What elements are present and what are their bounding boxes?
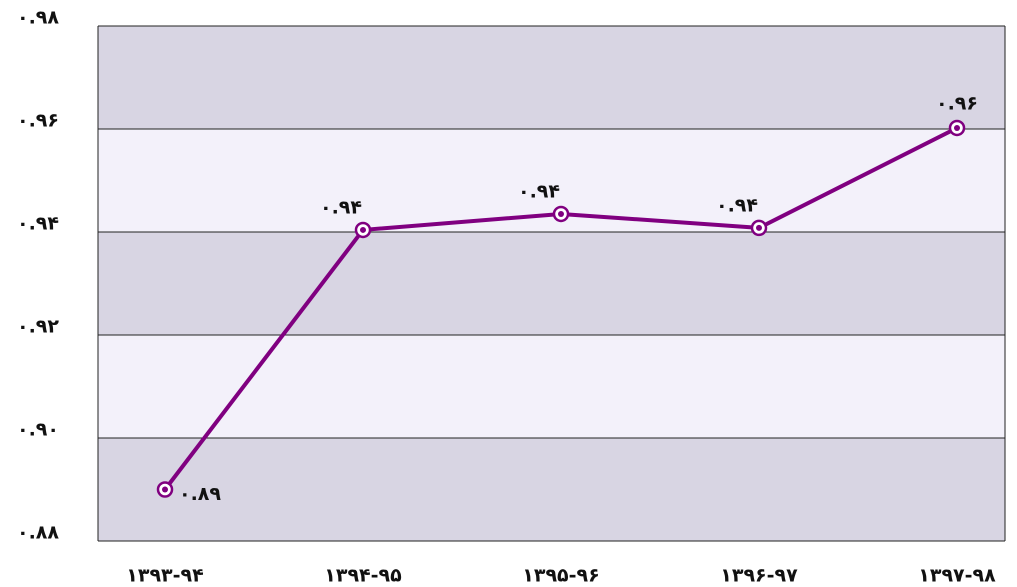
marker-dot — [360, 226, 366, 233]
marker-dot — [558, 210, 564, 217]
y-tick-label: ۰.۹۶ — [17, 110, 59, 132]
data-label: ۰.۹۴ — [716, 194, 758, 216]
x-tick-label: ۱۳۹۴-۹۵ — [324, 565, 402, 587]
data-label: ۰.۹۶ — [936, 92, 978, 114]
y-tick-label: ۰.۹۲ — [17, 316, 59, 338]
y-tick-label: ۰.۹۴ — [17, 213, 59, 235]
marker-dot — [756, 224, 762, 231]
data-label: ۰.۹۴ — [320, 196, 362, 218]
x-tick-label: ۱۳۹۳-۹۴ — [126, 565, 203, 587]
x-tick-label: ۱۳۹۶-۹۷ — [720, 565, 798, 587]
grid-band — [98, 26, 1005, 129]
grid-band — [98, 438, 1005, 541]
grid-band — [98, 232, 1005, 335]
x-tick-label: ۱۳۹۵-۹۶ — [522, 565, 599, 587]
grid-band — [98, 335, 1005, 438]
y-tick-label: ۰.۹۰ — [17, 419, 59, 441]
x-tick-label: ۱۳۹۷-۹۸ — [918, 565, 996, 587]
data-label: ۰.۸۹ — [179, 483, 221, 505]
marker-dot — [162, 486, 168, 493]
y-tick-label: ۰.۹۸ — [17, 7, 59, 29]
marker-dot — [954, 124, 960, 131]
data-label: ۰.۹۴ — [518, 180, 560, 202]
y-tick-label: ۰.۸۸ — [17, 522, 59, 544]
